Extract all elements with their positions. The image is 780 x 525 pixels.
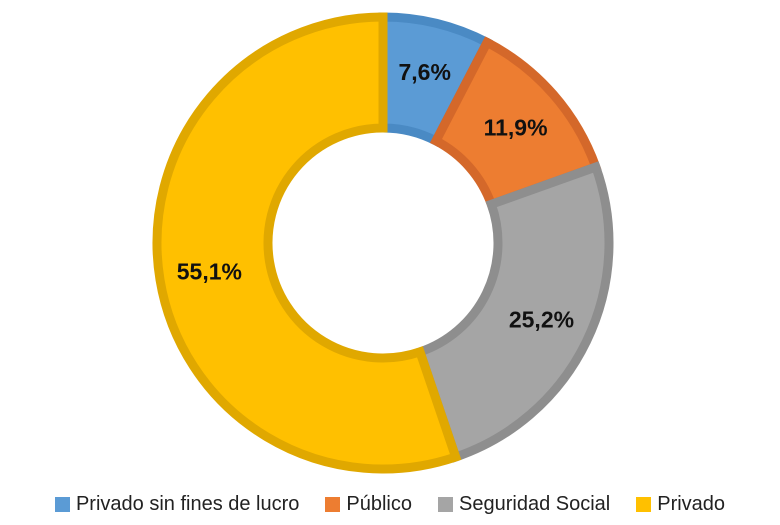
legend-label-publico: Público — [346, 492, 413, 515]
legend-swatch-seguridad-social — [438, 496, 454, 512]
slice-label-privado: 55,1% — [177, 259, 242, 285]
slice-label-privado-sin-fines-de-lucro: 7,6% — [398, 59, 450, 85]
legend-swatch-privado — [636, 496, 652, 512]
legend-item-seguridad-social: Seguridad Social — [438, 493, 610, 516]
donut-chart: 7,6% 11,9% 25,2% 55,1% — [152, 12, 614, 474]
legend-item-publico: Público — [325, 493, 412, 516]
legend-swatch-privado-sin-fines-de-lucro — [54, 496, 70, 512]
slice-label-publico: 11,9% — [484, 114, 548, 140]
legend-item-privado-sin-fines-de-lucro: Privado sin fines de lucro — [54, 492, 300, 516]
labels-group: 7,6% 11,9% 25,2% 55,1% — [177, 59, 574, 333]
legend-label-privado: Privado — [657, 492, 726, 515]
slices-group — [152, 12, 614, 474]
slice-seguridad-social — [414, 161, 614, 463]
legend-label-seguridad-social: Seguridad Social — [459, 492, 611, 515]
legend-item-privado: Privado — [636, 493, 725, 516]
slice-label-seguridad-social: 25,2% — [509, 307, 574, 333]
legend-swatch-publico — [325, 496, 341, 512]
legend: Privado sin fines de lucro Público Segur… — [0, 488, 780, 520]
legend-label-privado-sin-fines-de-lucro: Privado sin fines de lucro — [75, 492, 300, 515]
slice-privado — [152, 12, 462, 474]
